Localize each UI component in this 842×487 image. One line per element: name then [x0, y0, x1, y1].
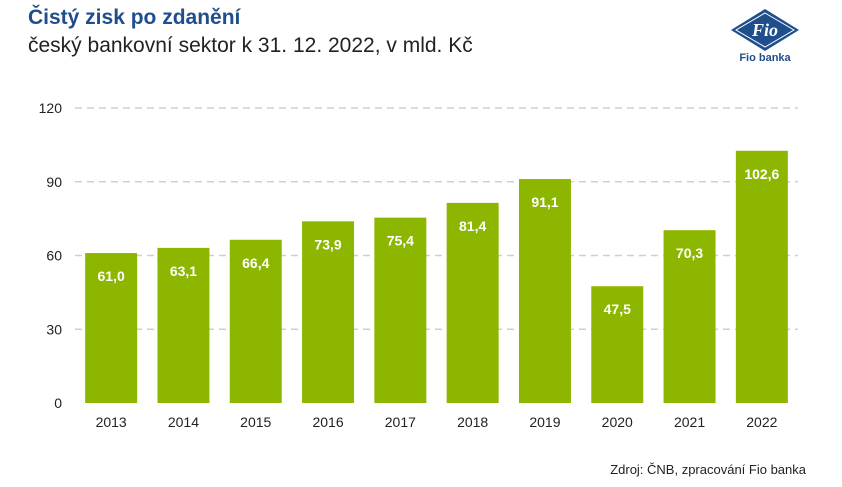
x-tick-label: 2013	[96, 414, 127, 430]
x-tick-label: 2021	[674, 414, 705, 430]
data-label: 91,1	[531, 194, 558, 210]
x-tick-label: 2017	[385, 414, 416, 430]
bars	[85, 150, 788, 403]
data-label: 47,5	[604, 301, 631, 317]
x-axis-labels: 2013 2014 2015 2016 2017 2018 2019 2020 2021 2022	[96, 414, 778, 430]
y-tick-label: 30	[46, 321, 62, 337]
data-label: 102,6	[744, 166, 779, 182]
fio-banka-logo: Fio Fio banka	[730, 8, 800, 64]
source-note: Zdroj: ČNB, zpracování Fio banka	[610, 462, 806, 477]
bar	[374, 217, 427, 403]
x-tick-label: 2014	[168, 414, 199, 430]
y-axis-labels: 0 30 60 90 120	[39, 100, 63, 411]
bar	[591, 286, 644, 403]
logo-label: Fio banka	[739, 52, 791, 64]
data-label: 70,3	[676, 245, 703, 261]
bar	[85, 253, 138, 403]
y-tick-label: 90	[46, 174, 62, 190]
bar	[663, 230, 716, 403]
data-label: 66,4	[242, 255, 269, 271]
data-label: 63,1	[170, 263, 197, 279]
x-tick-label: 2018	[457, 414, 488, 430]
bar	[518, 179, 571, 403]
bar	[446, 202, 499, 403]
x-tick-label: 2016	[312, 414, 343, 430]
y-tick-label: 60	[46, 248, 62, 264]
chart-subtitle: český bankovní sektor k 31. 12. 2022, v …	[28, 34, 473, 57]
bar	[229, 239, 282, 403]
x-tick-label: 2020	[602, 414, 633, 430]
value-labels: 61,0 63,1 66,4 73,9 75,4 81,4 91,1 47,5 70,3 102,…	[98, 166, 780, 317]
y-tick-label: 0	[54, 395, 62, 411]
data-label: 81,4	[459, 218, 486, 234]
chart-title: Čistý zisk po zdanění	[28, 6, 241, 29]
fio-logo-mark-icon: Fio	[731, 9, 799, 51]
x-tick-label: 2015	[240, 414, 271, 430]
bar	[157, 247, 210, 403]
data-label: 61,0	[98, 268, 125, 284]
data-label: 75,4	[387, 233, 414, 249]
logo-mark-text: Fio	[751, 20, 778, 40]
bar	[302, 221, 355, 403]
data-label: 73,9	[314, 236, 341, 252]
y-tick-label: 120	[39, 100, 63, 116]
bar	[735, 150, 788, 403]
x-tick-label: 2022	[746, 414, 777, 430]
x-tick-label: 2019	[529, 414, 560, 430]
